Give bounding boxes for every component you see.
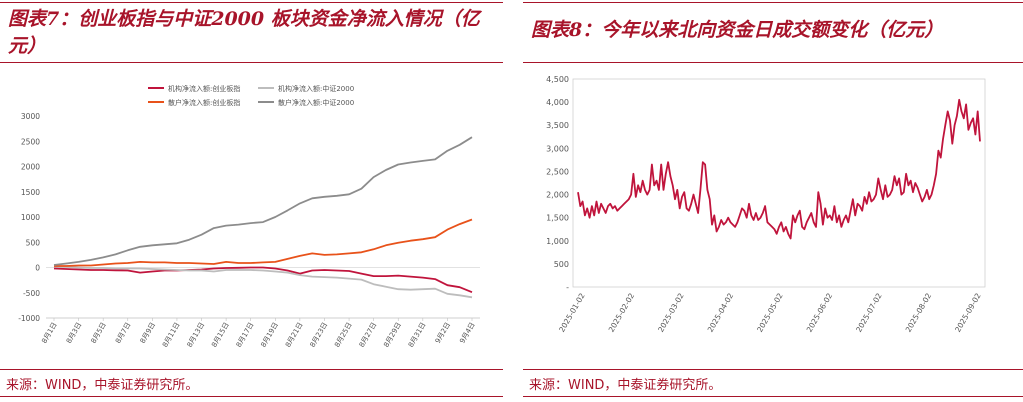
y-tick-label: 2,000: [546, 191, 569, 200]
source-note: 来源：WIND，中泰证券研究所。: [6, 378, 199, 393]
y-tick-label: 2000: [21, 163, 40, 172]
y-tick-label: 3,500: [546, 121, 569, 130]
legend-label: 散户净流入额:创业板指: [168, 98, 240, 107]
bottom-rule: [523, 396, 1023, 397]
legend-item: 机构净流入额:中证2000: [258, 84, 354, 93]
x-tick-label: 8月19日: [259, 321, 280, 349]
source-rule: [523, 369, 1023, 370]
y-tick-label: 2500: [21, 137, 40, 146]
chart-title: 图表7：创业板指与中证2000 板块资金净流入情况（亿元）: [8, 8, 480, 57]
y-tick-label: -: [566, 283, 569, 292]
x-tick-label: 2025-02-02: [607, 291, 637, 333]
y-tick-label: -500: [23, 289, 40, 298]
x-tick-label: 8月11日: [161, 321, 182, 349]
chart-left: 机构净流入额:创业板指 机构净流入额:中证2000 散户净流入额:创业板指 散户净流入…: [18, 84, 480, 349]
y-tick-label: 0: [35, 264, 40, 273]
left-panel: 图表7：创业板指与中证2000 板块资金净流入情况（亿元） 机构净流入额:创业板…: [0, 0, 503, 402]
x-tick-label: 8月7日: [114, 321, 132, 345]
y-tick-label: 4,000: [546, 98, 569, 107]
x-tick-label: 2025-07-02: [854, 291, 884, 333]
series-line: [53, 136, 473, 266]
legend-label: 机构净流入额:创业板指: [168, 84, 240, 93]
x-tick-label: 8月1日: [40, 321, 58, 345]
x-tick-label: 2025-03-02: [656, 291, 686, 333]
y-tick-label: 1,500: [546, 214, 569, 223]
x-tick-label: 8月3日: [65, 321, 83, 345]
chart-right: - 500 1,000 1,500 2,000 2,500 3,000 3,500 4,000 4…: [546, 75, 986, 334]
series-line: [577, 98, 981, 240]
y-tick-label: 1500: [21, 188, 40, 197]
series-line: [53, 265, 473, 299]
source-rule: [0, 369, 503, 370]
title-rule: [523, 62, 1023, 63]
right-panel: 图表8：今年以来北向资金日成交额变化（亿元） - 500 1,000 1,500 2,0…: [523, 0, 1023, 402]
x-tick-label: 8月17日: [235, 321, 256, 349]
x-tick-label: 8月9日: [139, 321, 157, 345]
y-tick-label: 1,000: [546, 237, 569, 246]
top-rule: [523, 2, 1023, 3]
x-tick-label: 2025-08-02: [904, 291, 934, 333]
y-tick-label: 500: [554, 260, 569, 269]
x-tick-label: 2025-01-02: [557, 291, 587, 333]
legend-item: 机构净流入额:创业板指: [148, 84, 240, 93]
title-rule: [0, 62, 503, 63]
series-line: [53, 266, 473, 294]
legend-item: 散户净流入额:创业板指: [148, 98, 240, 107]
legend-item: 散户净流入额:中证2000: [258, 98, 354, 107]
y-tick-label: 4,500: [546, 75, 569, 84]
x-tick-label: 9月2日: [434, 321, 452, 345]
series-line: [54, 218, 473, 267]
y-tick-label: 1000: [21, 213, 40, 222]
y-tick-label: -1000: [18, 314, 40, 323]
y-tick-label: 500: [26, 238, 41, 247]
legend-label: 散户净流入额:中证2000: [278, 98, 354, 107]
x-tick-label: 8月27日: [358, 321, 379, 349]
x-tick-label: 8月31日: [407, 321, 428, 349]
x-tick-label: 8月29日: [382, 321, 403, 349]
plot-frame: [572, 78, 986, 288]
x-tick-label: 2025-05-02: [755, 291, 785, 333]
y-tick-label: 3000: [21, 112, 40, 121]
y-tick-label: 2,500: [546, 167, 569, 176]
x-tick-label: 8月25日: [333, 321, 354, 349]
x-tick-label: 2025-06-02: [805, 291, 835, 333]
source-note: 来源：WIND，中泰证券研究所。: [529, 378, 722, 393]
x-tick-label: 8月21日: [284, 321, 305, 349]
chart-title: 图表8：今年以来北向资金日成交额变化（亿元）: [531, 19, 944, 41]
x-tick-label: 8月5日: [90, 321, 108, 345]
x-tick-label: 8月23日: [309, 321, 330, 349]
x-tick-label: 8月13日: [186, 321, 207, 349]
x-tick-label: 9月4日: [458, 321, 476, 345]
legend-label: 机构净流入额:中证2000: [278, 84, 354, 93]
y-tick-label: 3,000: [546, 144, 569, 153]
x-tick-label: 2025-09-02: [953, 291, 983, 333]
top-rule: [0, 2, 503, 3]
bottom-rule: [0, 396, 503, 397]
x-tick-label: 2025-04-02: [706, 291, 736, 333]
x-tick-label: 8月15日: [210, 321, 231, 349]
